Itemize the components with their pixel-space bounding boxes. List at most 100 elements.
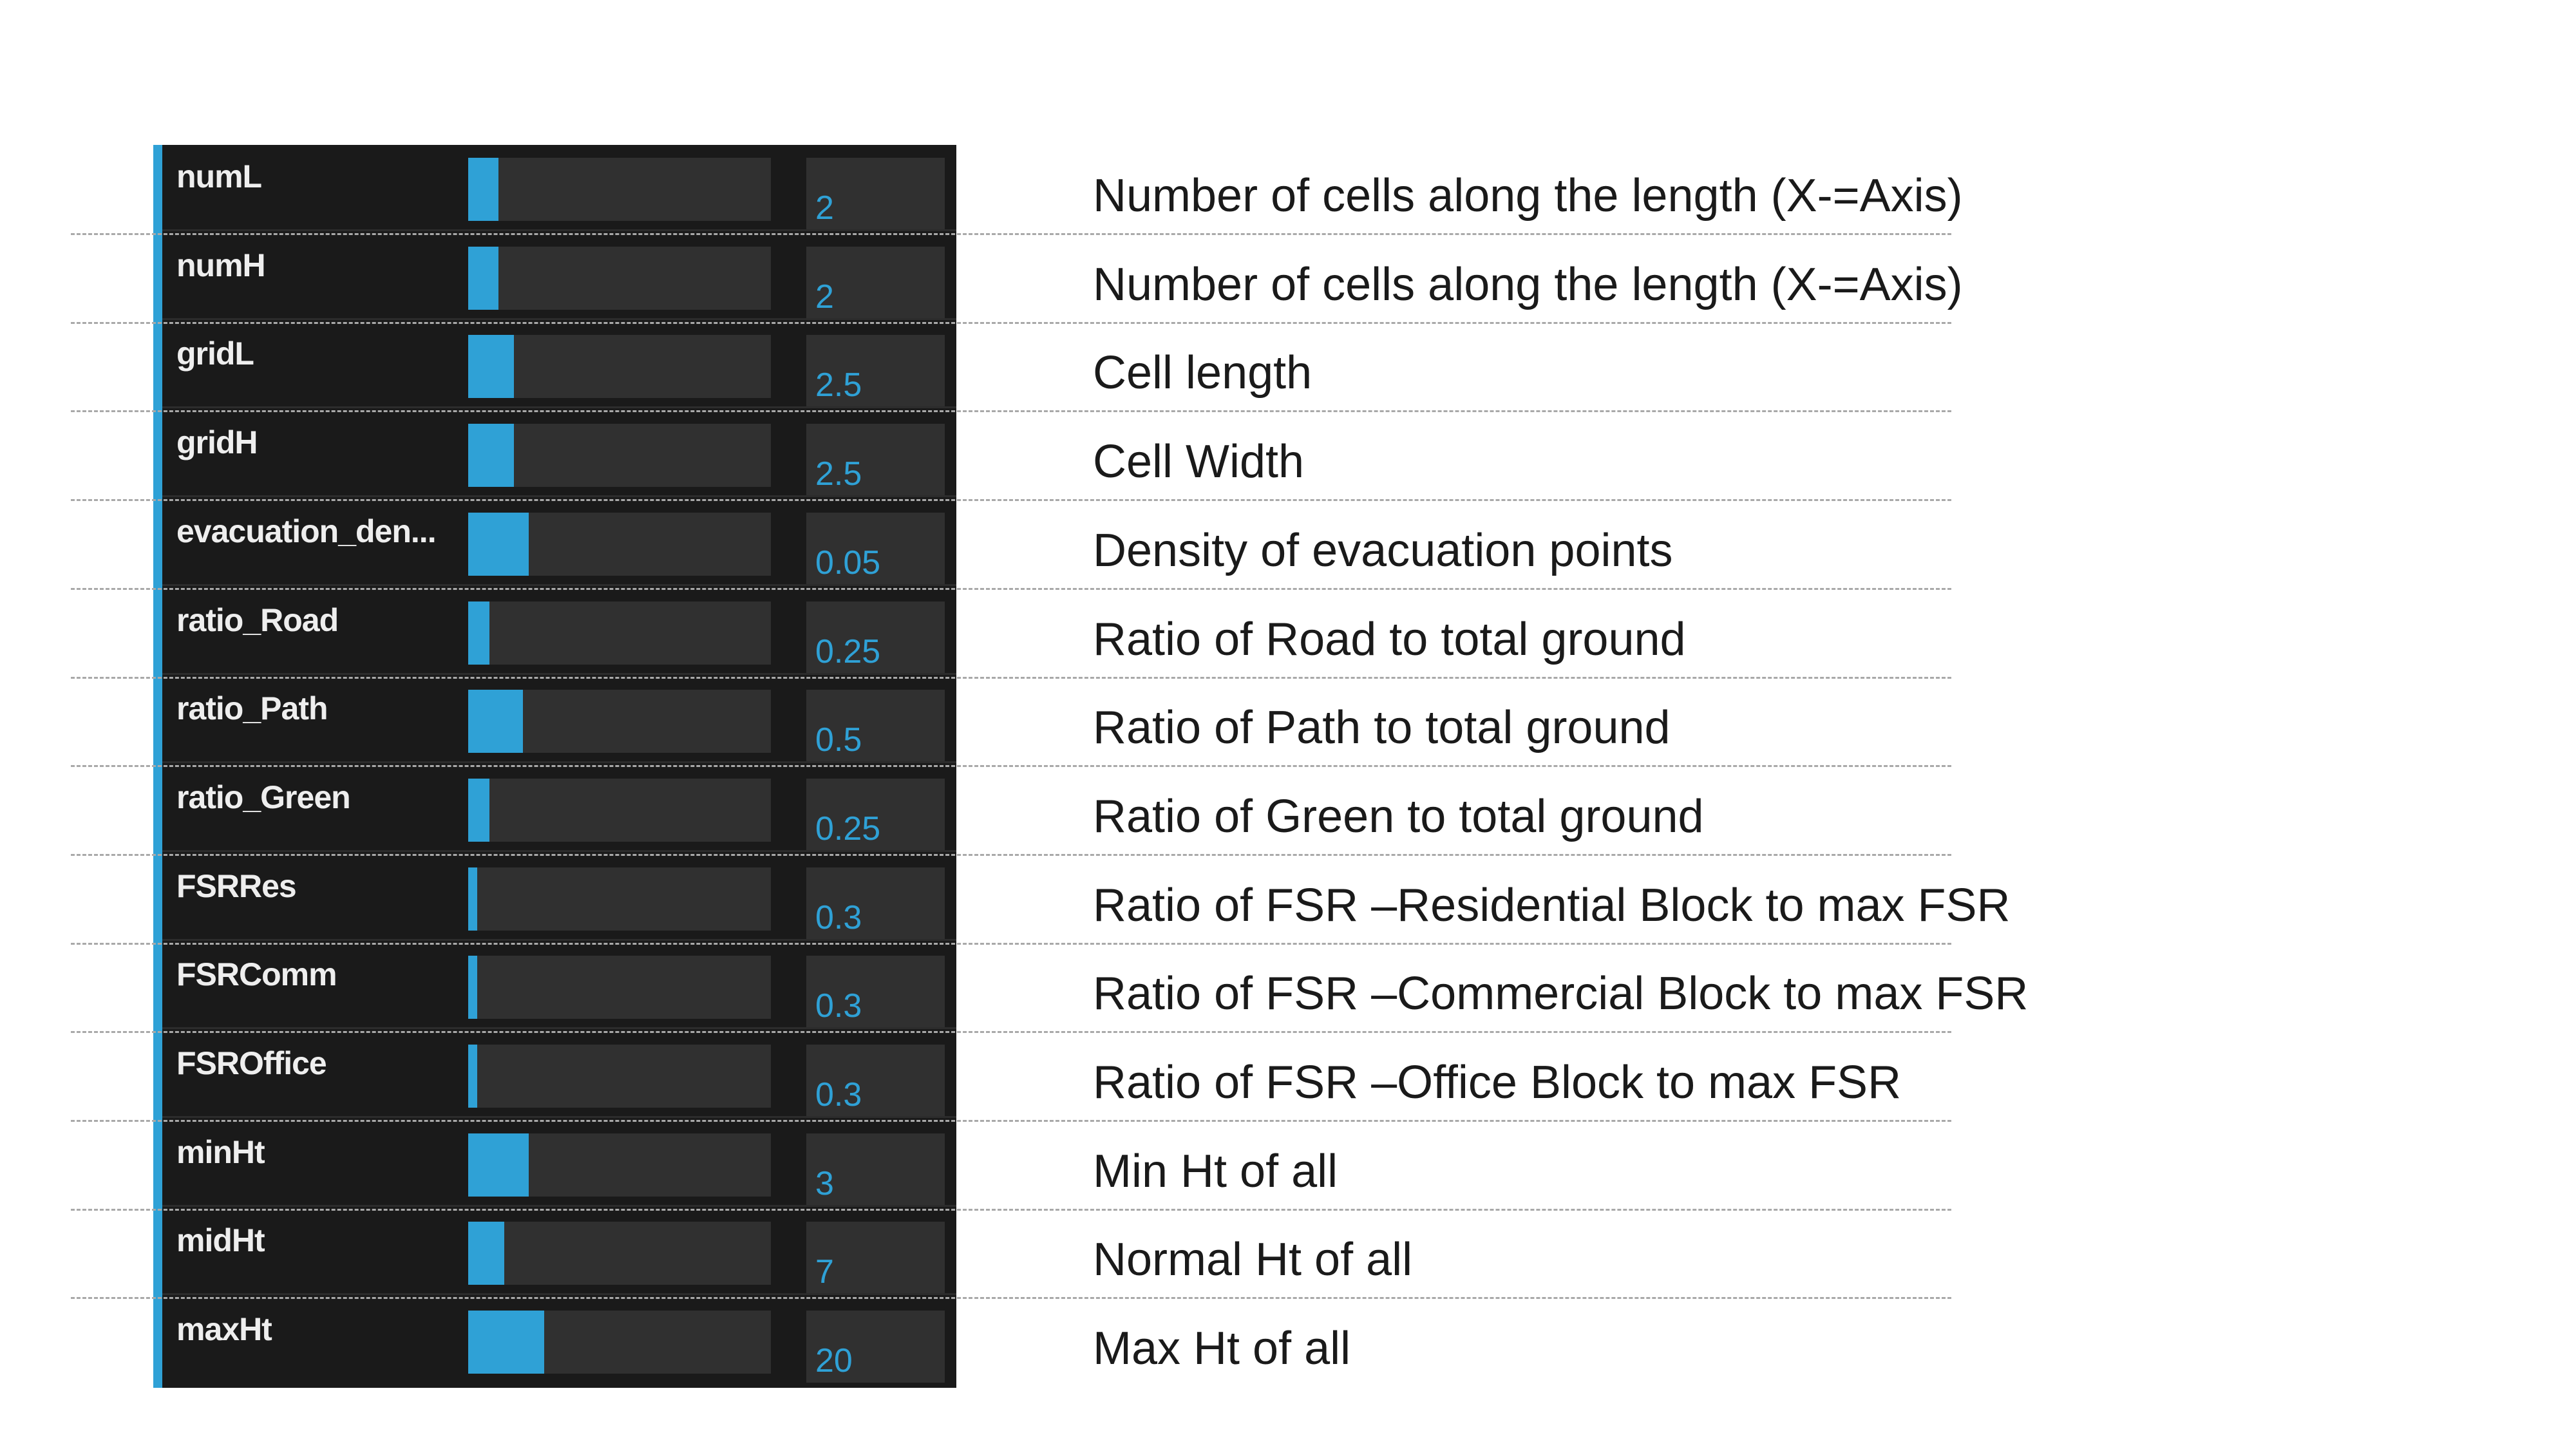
param-label: numH <box>176 247 266 283</box>
row-separator <box>162 229 956 231</box>
param-value-input[interactable]: 7 <box>806 1222 945 1294</box>
param-description: Ratio of Green to total ground <box>1093 790 1704 842</box>
param-value-text: 2 <box>815 278 834 316</box>
param-value-input[interactable]: 0.25 <box>806 601 945 674</box>
param-slider[interactable] <box>468 601 771 665</box>
row-separator <box>162 1293 956 1296</box>
param-value-text: 0.25 <box>815 632 881 670</box>
param-label: evacuation_den... <box>176 513 437 549</box>
param-description: Min Ht of all <box>1093 1145 1338 1197</box>
param-value-text: 0.3 <box>815 987 862 1025</box>
param-row-11: minHt 3 <box>162 1121 956 1207</box>
row-separator <box>162 938 956 941</box>
slider-fill <box>468 246 498 310</box>
slider-fill <box>468 690 523 753</box>
row-separator <box>162 1027 956 1030</box>
row-separator <box>162 672 956 675</box>
param-slider[interactable] <box>468 867 771 931</box>
row-separator <box>162 495 956 498</box>
param-row-6: ratio_Path 0.5 <box>162 677 956 764</box>
param-value-input[interactable]: 0.5 <box>806 690 945 762</box>
param-value-input[interactable]: 2 <box>806 246 945 319</box>
param-value-text: 2 <box>815 189 834 227</box>
param-slider[interactable] <box>468 1133 771 1197</box>
slider-fill <box>468 1045 478 1108</box>
param-description: Ratio of Path to total ground <box>1093 702 1671 754</box>
row-divider-line <box>71 1208 1951 1211</box>
param-value-text: 2.5 <box>815 455 862 493</box>
param-value-input[interactable]: 0.3 <box>806 867 945 940</box>
param-value-text: 0.5 <box>815 721 862 759</box>
param-row-0: numL 2 <box>162 145 956 231</box>
slider-fill <box>468 1133 529 1197</box>
slider-fill <box>468 867 478 931</box>
param-value-text: 0.3 <box>815 1076 862 1113</box>
param-slider[interactable] <box>468 424 771 488</box>
param-slider[interactable] <box>468 1045 771 1108</box>
slider-fill <box>468 778 489 842</box>
param-row-9: FSRComm 0.3 <box>162 943 956 1030</box>
param-slider[interactable] <box>468 246 771 310</box>
param-value-input[interactable]: 2 <box>806 158 945 230</box>
param-value-text: 0.05 <box>815 544 881 582</box>
param-slider[interactable] <box>468 158 771 221</box>
param-value-input[interactable]: 2.5 <box>806 424 945 497</box>
slider-fill <box>468 601 489 665</box>
param-label: maxHt <box>176 1311 272 1348</box>
param-description: Normal Ht of all <box>1093 1234 1413 1286</box>
param-value-input[interactable]: 3 <box>806 1133 945 1206</box>
row-separator <box>162 406 956 409</box>
param-label: FSROffice <box>176 1045 327 1081</box>
param-value-input[interactable]: 0.3 <box>806 1045 945 1117</box>
slider-fill <box>468 1222 505 1285</box>
param-row-4: evacuation_den... 0.05 <box>162 500 956 586</box>
param-value-input[interactable]: 20 <box>806 1311 945 1383</box>
param-value-input[interactable]: 0.25 <box>806 778 945 851</box>
param-slider[interactable] <box>468 1311 771 1374</box>
param-label: ratio_Green <box>176 779 351 815</box>
param-value-text: 0.25 <box>815 810 881 848</box>
param-value-text: 7 <box>815 1253 834 1291</box>
row-divider-line <box>71 321 1951 324</box>
param-description: Number of cells along the length (X-=Axi… <box>1093 258 1963 310</box>
row-divider-line <box>71 765 1951 768</box>
row-divider-line <box>71 676 1951 679</box>
param-label: gridL <box>176 336 254 372</box>
param-row-12: midHt 7 <box>162 1209 956 1296</box>
row-divider-line <box>71 499 1951 502</box>
slider-fill <box>468 424 514 488</box>
param-value-text: 2.5 <box>815 366 862 404</box>
param-label: FSRRes <box>176 867 297 904</box>
param-description: Ratio of FSR –Office Block to max FSR <box>1093 1057 1902 1108</box>
param-description: Number of cells along the length (X-=Axi… <box>1093 170 1963 222</box>
slider-fill <box>468 956 478 1019</box>
param-row-3: gridH 2.5 <box>162 411 956 498</box>
param-slider[interactable] <box>468 1222 771 1285</box>
param-description: Ratio of Road to total ground <box>1093 613 1686 665</box>
param-slider[interactable] <box>468 335 771 399</box>
row-divider-line <box>71 587 1951 590</box>
param-value-input[interactable]: 0.05 <box>806 512 945 585</box>
param-description: Cell Width <box>1093 436 1305 488</box>
param-value-text: 20 <box>815 1342 853 1380</box>
param-description: Cell length <box>1093 347 1312 399</box>
param-label: minHt <box>176 1133 265 1170</box>
param-value-text: 0.3 <box>815 898 862 936</box>
slider-fill <box>468 512 529 576</box>
param-value-input[interactable]: 2.5 <box>806 335 945 408</box>
row-separator <box>162 1204 956 1207</box>
param-slider[interactable] <box>468 778 771 842</box>
slider-fill <box>468 158 498 221</box>
param-row-2: gridL 2.5 <box>162 322 956 409</box>
param-slider[interactable] <box>468 690 771 753</box>
param-value-input[interactable]: 0.3 <box>806 956 945 1028</box>
param-label: midHt <box>176 1222 265 1259</box>
row-separator <box>162 761 956 764</box>
row-divider-line <box>71 853 1951 856</box>
param-row-10: FSROffice 0.3 <box>162 1032 956 1118</box>
row-separator <box>162 583 956 586</box>
param-row-8: FSRRes 0.3 <box>162 855 956 941</box>
param-slider[interactable] <box>468 956 771 1019</box>
param-slider[interactable] <box>468 512 771 576</box>
row-separator <box>162 1116 956 1118</box>
